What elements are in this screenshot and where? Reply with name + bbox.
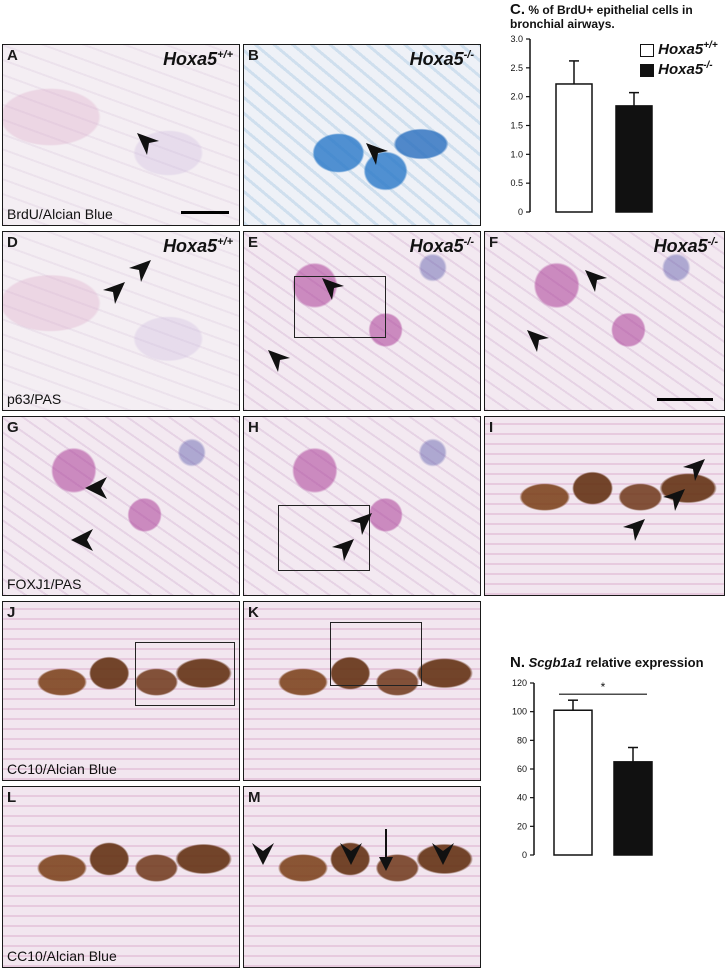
y-tick-label: 120 bbox=[512, 678, 527, 688]
panel-b: B Hoxa5-/- bbox=[243, 44, 481, 226]
chart-c-panel-label: C. bbox=[510, 1, 525, 18]
inset-box bbox=[330, 622, 422, 686]
stain-label: BrdU/Alcian Blue bbox=[7, 206, 113, 222]
legend-item-wildtype: Hoxa5+/+ bbox=[640, 40, 718, 58]
chart-c-title-text: % of BrdU+ epithelial cells in bronchial… bbox=[510, 3, 693, 31]
panel-j: J CC10/Alcian Blue bbox=[2, 601, 240, 781]
y-tick-label: 3.0 bbox=[510, 34, 523, 44]
y-tick-label: 2.0 bbox=[510, 92, 523, 102]
arrowhead-icon bbox=[252, 843, 274, 865]
arrowhead-icon bbox=[683, 459, 705, 481]
panel-label: A bbox=[7, 47, 18, 64]
panel-label: I bbox=[489, 419, 494, 436]
arrow-icon bbox=[379, 829, 393, 871]
arrowhead-icon bbox=[663, 489, 685, 511]
stain-label: CC10/Alcian Blue bbox=[7, 948, 117, 964]
panel-label: B bbox=[248, 47, 259, 64]
y-tick-label: 80 bbox=[517, 735, 527, 745]
arrowhead-icon bbox=[366, 143, 388, 165]
legend-swatch-black bbox=[640, 63, 654, 77]
arrowhead-icon bbox=[322, 278, 344, 300]
panel-label: G bbox=[7, 419, 19, 436]
arrowhead-icon bbox=[432, 843, 454, 865]
significance-star: * bbox=[601, 680, 606, 694]
chart-n-panel-label: N. bbox=[510, 654, 525, 671]
panel-m: M bbox=[243, 786, 481, 968]
y-tick-label: 1.0 bbox=[510, 149, 523, 159]
chart-n: N. Scgb1a1 relative expression 0 20 40 60 80… bbox=[484, 650, 725, 870]
panel-label: F bbox=[489, 234, 499, 251]
arrowhead-icon bbox=[268, 350, 290, 372]
panel-k: K bbox=[243, 601, 481, 781]
panel-f: F Hoxa5-/- bbox=[484, 231, 725, 411]
arrowhead-icon bbox=[103, 282, 125, 304]
y-tick-label: 1.5 bbox=[510, 121, 523, 131]
chart-n-plot: 0 20 40 60 80 100 120 * bbox=[512, 678, 653, 860]
y-tick-label: 0 bbox=[522, 850, 527, 860]
panel-l: L CC10/Alcian Blue bbox=[2, 786, 240, 968]
y-tick-label: 100 bbox=[512, 707, 527, 717]
panel-a: A Hoxa5+/+ BrdU/Alcian Blue bbox=[2, 44, 240, 226]
y-tick-label: 20 bbox=[517, 821, 527, 831]
chart-n-title: N. Scgb1a1 relative expression bbox=[510, 654, 722, 671]
panel-label: E bbox=[248, 234, 259, 251]
y-tick-label: 0 bbox=[518, 207, 523, 217]
y-tick-label: 0.5 bbox=[510, 178, 523, 188]
chart-n-title-text: relative expression bbox=[582, 655, 704, 670]
scale-bar bbox=[181, 211, 229, 214]
genotype-label: Hoxa5+/+ bbox=[163, 49, 233, 69]
y-tick-label: 2.5 bbox=[510, 63, 523, 73]
scale-bar bbox=[657, 398, 713, 401]
panel-g: G FOXJ1/PAS bbox=[2, 416, 240, 596]
y-tick-label: 40 bbox=[517, 793, 527, 803]
chart-c-title: C. % of BrdU+ epithelial cells in bronch… bbox=[510, 1, 722, 31]
stain-label: CC10/Alcian Blue bbox=[7, 761, 117, 777]
bar bbox=[553, 709, 593, 856]
bar bbox=[613, 761, 653, 856]
chart-n-gene: Scgb1a1 bbox=[528, 655, 583, 670]
genotype-label: Hoxa5+/+ bbox=[163, 236, 233, 256]
panel-label: L bbox=[7, 789, 17, 806]
inset-box bbox=[294, 276, 386, 338]
inset-box bbox=[278, 505, 370, 571]
chart-c: C. % of BrdU+ epithelial cells in bronch… bbox=[484, 0, 725, 230]
bar bbox=[555, 83, 593, 213]
inset-box bbox=[135, 642, 235, 706]
bar bbox=[615, 105, 653, 213]
genotype-label: Hoxa5-/- bbox=[409, 236, 474, 256]
arrowhead-icon bbox=[129, 260, 151, 282]
panel-e: E Hoxa5-/- bbox=[243, 231, 481, 411]
panel-label: H bbox=[248, 419, 259, 436]
y-tick-label: 60 bbox=[517, 764, 527, 774]
arrowhead-icon bbox=[340, 843, 362, 865]
panel-d: D Hoxa5+/+ p63/PAS bbox=[2, 231, 240, 411]
panel-label: K bbox=[248, 604, 259, 621]
panel-label: M bbox=[248, 789, 261, 806]
panel-i: I bbox=[484, 416, 725, 596]
arrowhead-icon bbox=[85, 477, 107, 499]
panel-label: D bbox=[7, 234, 18, 251]
arrowhead-icon bbox=[623, 519, 645, 541]
legend-item-knockout: Hoxa5-/- bbox=[640, 60, 713, 78]
genotype-label: Hoxa5-/- bbox=[653, 236, 718, 256]
arrowhead-icon bbox=[527, 330, 549, 352]
arrowhead-icon bbox=[137, 133, 159, 155]
genotype-label: Hoxa5-/- bbox=[409, 49, 474, 69]
panel-label: J bbox=[7, 604, 16, 621]
stain-label: FOXJ1/PAS bbox=[7, 576, 82, 592]
arrowhead-icon bbox=[71, 529, 93, 551]
legend-swatch-white bbox=[640, 43, 654, 57]
arrowhead-icon bbox=[332, 539, 354, 561]
panel-h: H bbox=[243, 416, 481, 596]
stain-label: p63/PAS bbox=[7, 391, 62, 407]
chart-c-plot: 0 0.5 1.0 1.5 2.0 2.5 3.0 bbox=[510, 34, 653, 217]
arrowhead-icon bbox=[585, 270, 607, 292]
arrowhead-icon bbox=[350, 513, 372, 535]
